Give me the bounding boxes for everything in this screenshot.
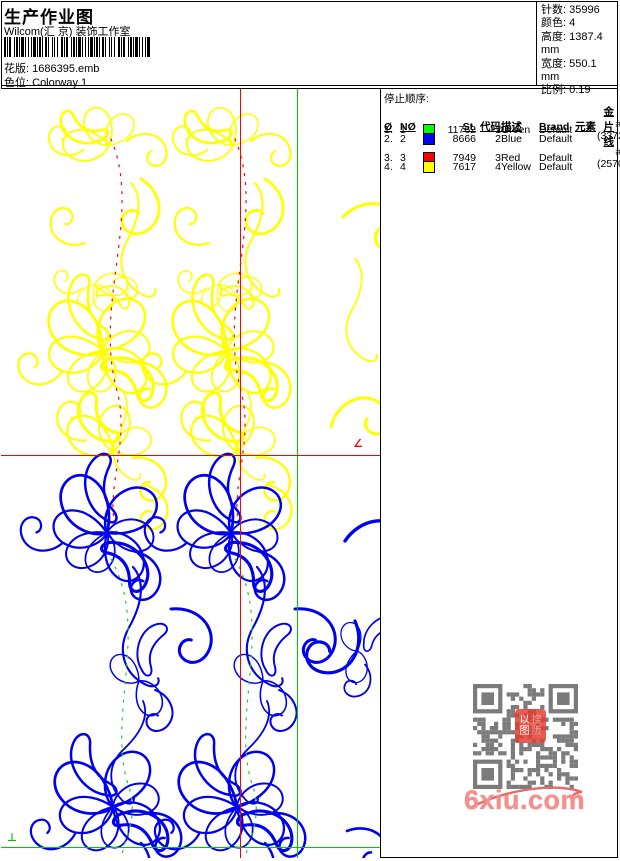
col-code: 代码	[480, 121, 501, 133]
guide-horizontal-green	[1, 847, 380, 848]
col-needle-number: NØ	[400, 120, 416, 133]
col-stop-number: Ø	[384, 120, 393, 133]
stop-sequence-title: 停止顺序:	[384, 93, 429, 105]
embroidery-design	[1, 89, 380, 858]
stop-sequence-panel: 停止顺序: Ø NØ St. 代码 描述 Brand 元素 金片线 1. 1 1…	[381, 88, 620, 857]
design-stats: 针数: 35996 颜色: 4 高度: 1387.4 mm 宽度: 550.1 …	[536, 1, 617, 96]
stat-height: 高度: 1387.4 mm	[541, 30, 603, 57]
stat-stitches: 针数: 35996	[541, 4, 600, 16]
studio-name: Wilcom(汇 京) 装饰工作室	[4, 26, 131, 38]
guide-horizontal-red	[1, 455, 380, 456]
guide-vertical-green	[297, 89, 298, 858]
seal-text-right: 搜版	[531, 715, 542, 737]
datum-mark: ⊥	[7, 832, 18, 844]
design-canvas: ∠ ⊥	[1, 88, 381, 858]
barcode	[4, 37, 150, 57]
yellow-column-right	[138, 89, 307, 536]
col-brand: Brand	[539, 120, 570, 133]
table-row: 4. 4 7617 4 Yellow Default	[384, 161, 573, 173]
col-sequin: 金片线	[603, 106, 615, 148]
pattern-label: 花版:	[4, 63, 30, 75]
colorway-value: Colorway 1	[32, 77, 88, 89]
stat-width: 宽度: 550.1 mm	[541, 57, 597, 84]
watermark-swoosh	[468, 786, 583, 810]
blue-edge-swirls	[302, 508, 380, 858]
yellow-edge-swirls	[325, 194, 380, 458]
pattern-value: 1686395.emb	[32, 63, 100, 75]
red-seal: 以图 搜版	[515, 709, 546, 743]
pattern-file: 花版: 1686395.emb	[4, 60, 99, 76]
table-row: 3. 3 7949 3 Red Default #1 (2570)	[384, 146, 620, 170]
blue-column-right	[130, 435, 347, 858]
yellow-column-left	[14, 89, 183, 536]
table-row: 2. 2 8666 2 Blue Default	[384, 133, 573, 145]
qr-code	[473, 684, 578, 789]
col-element: 元素	[575, 121, 596, 133]
guide-vertical-red	[240, 89, 241, 858]
header-divider	[1, 85, 617, 86]
stat-colors: 颜色: 4	[541, 17, 576, 30]
colorway-label: 色位:	[4, 77, 30, 89]
stat-scale: 比例: 0.19	[541, 84, 591, 97]
watermark-site: 6xiu.com	[464, 785, 586, 815]
color-swatch	[423, 161, 435, 173]
blue-column-left	[6, 435, 223, 858]
colorway: 色位: Colorway 1	[4, 74, 87, 90]
col-stitches: St.	[462, 120, 476, 133]
angle-mark: ∠	[353, 438, 363, 450]
table-header: Ø NØ St. 代码 描述 Brand 元素 金片线	[384, 104, 614, 148]
color-swatch	[423, 133, 435, 145]
col-description: 描述	[501, 121, 522, 133]
seal-text-left: 以图	[519, 715, 530, 737]
page-title: 生产作业图	[4, 8, 94, 27]
